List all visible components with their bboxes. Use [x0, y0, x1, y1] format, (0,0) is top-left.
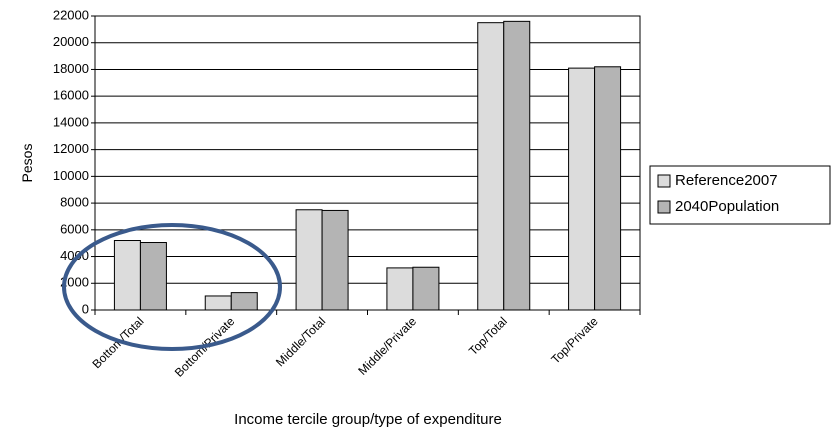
legend-label: Reference2007 [675, 172, 778, 189]
bar [503, 20, 531, 311]
x-axis-label: Income tercile group/type of expenditure [234, 411, 502, 428]
bar [113, 240, 141, 311]
y-tick-label: 0 [82, 301, 89, 316]
bar [139, 242, 167, 311]
x-tick-label: Middle/Total [273, 314, 328, 369]
legend-swatch [657, 174, 671, 188]
plot-area [94, 15, 641, 311]
bar [412, 266, 440, 311]
y-tick-label: 6000 [60, 221, 89, 236]
y-tick-label: 18000 [53, 61, 89, 76]
bar [230, 292, 258, 311]
legend-swatch [657, 200, 671, 214]
bar [295, 209, 323, 311]
bar [204, 295, 232, 311]
bar [321, 209, 349, 311]
bar [568, 67, 596, 311]
legend-box [649, 165, 831, 225]
x-tick-label: Middle/Private [355, 314, 419, 378]
bar [386, 267, 414, 311]
y-tick-label: 12000 [53, 141, 89, 156]
x-tick-label: Top/Total [466, 314, 510, 358]
bar [594, 66, 622, 311]
y-axis-label: Pesos [19, 144, 35, 183]
y-tick-label: 16000 [53, 88, 89, 103]
annotation-ellipse [62, 223, 282, 351]
legend-label: 2040Population [675, 198, 779, 215]
y-tick-label: 8000 [60, 195, 89, 210]
x-tick-label: Top/Private [548, 314, 601, 367]
y-tick-label: 10000 [53, 168, 89, 183]
y-tick-label: 20000 [53, 34, 89, 49]
y-tick-label: 2000 [60, 275, 89, 290]
bar [477, 22, 505, 311]
y-tick-label: 14000 [53, 114, 89, 129]
y-tick-label: 22000 [53, 7, 89, 22]
